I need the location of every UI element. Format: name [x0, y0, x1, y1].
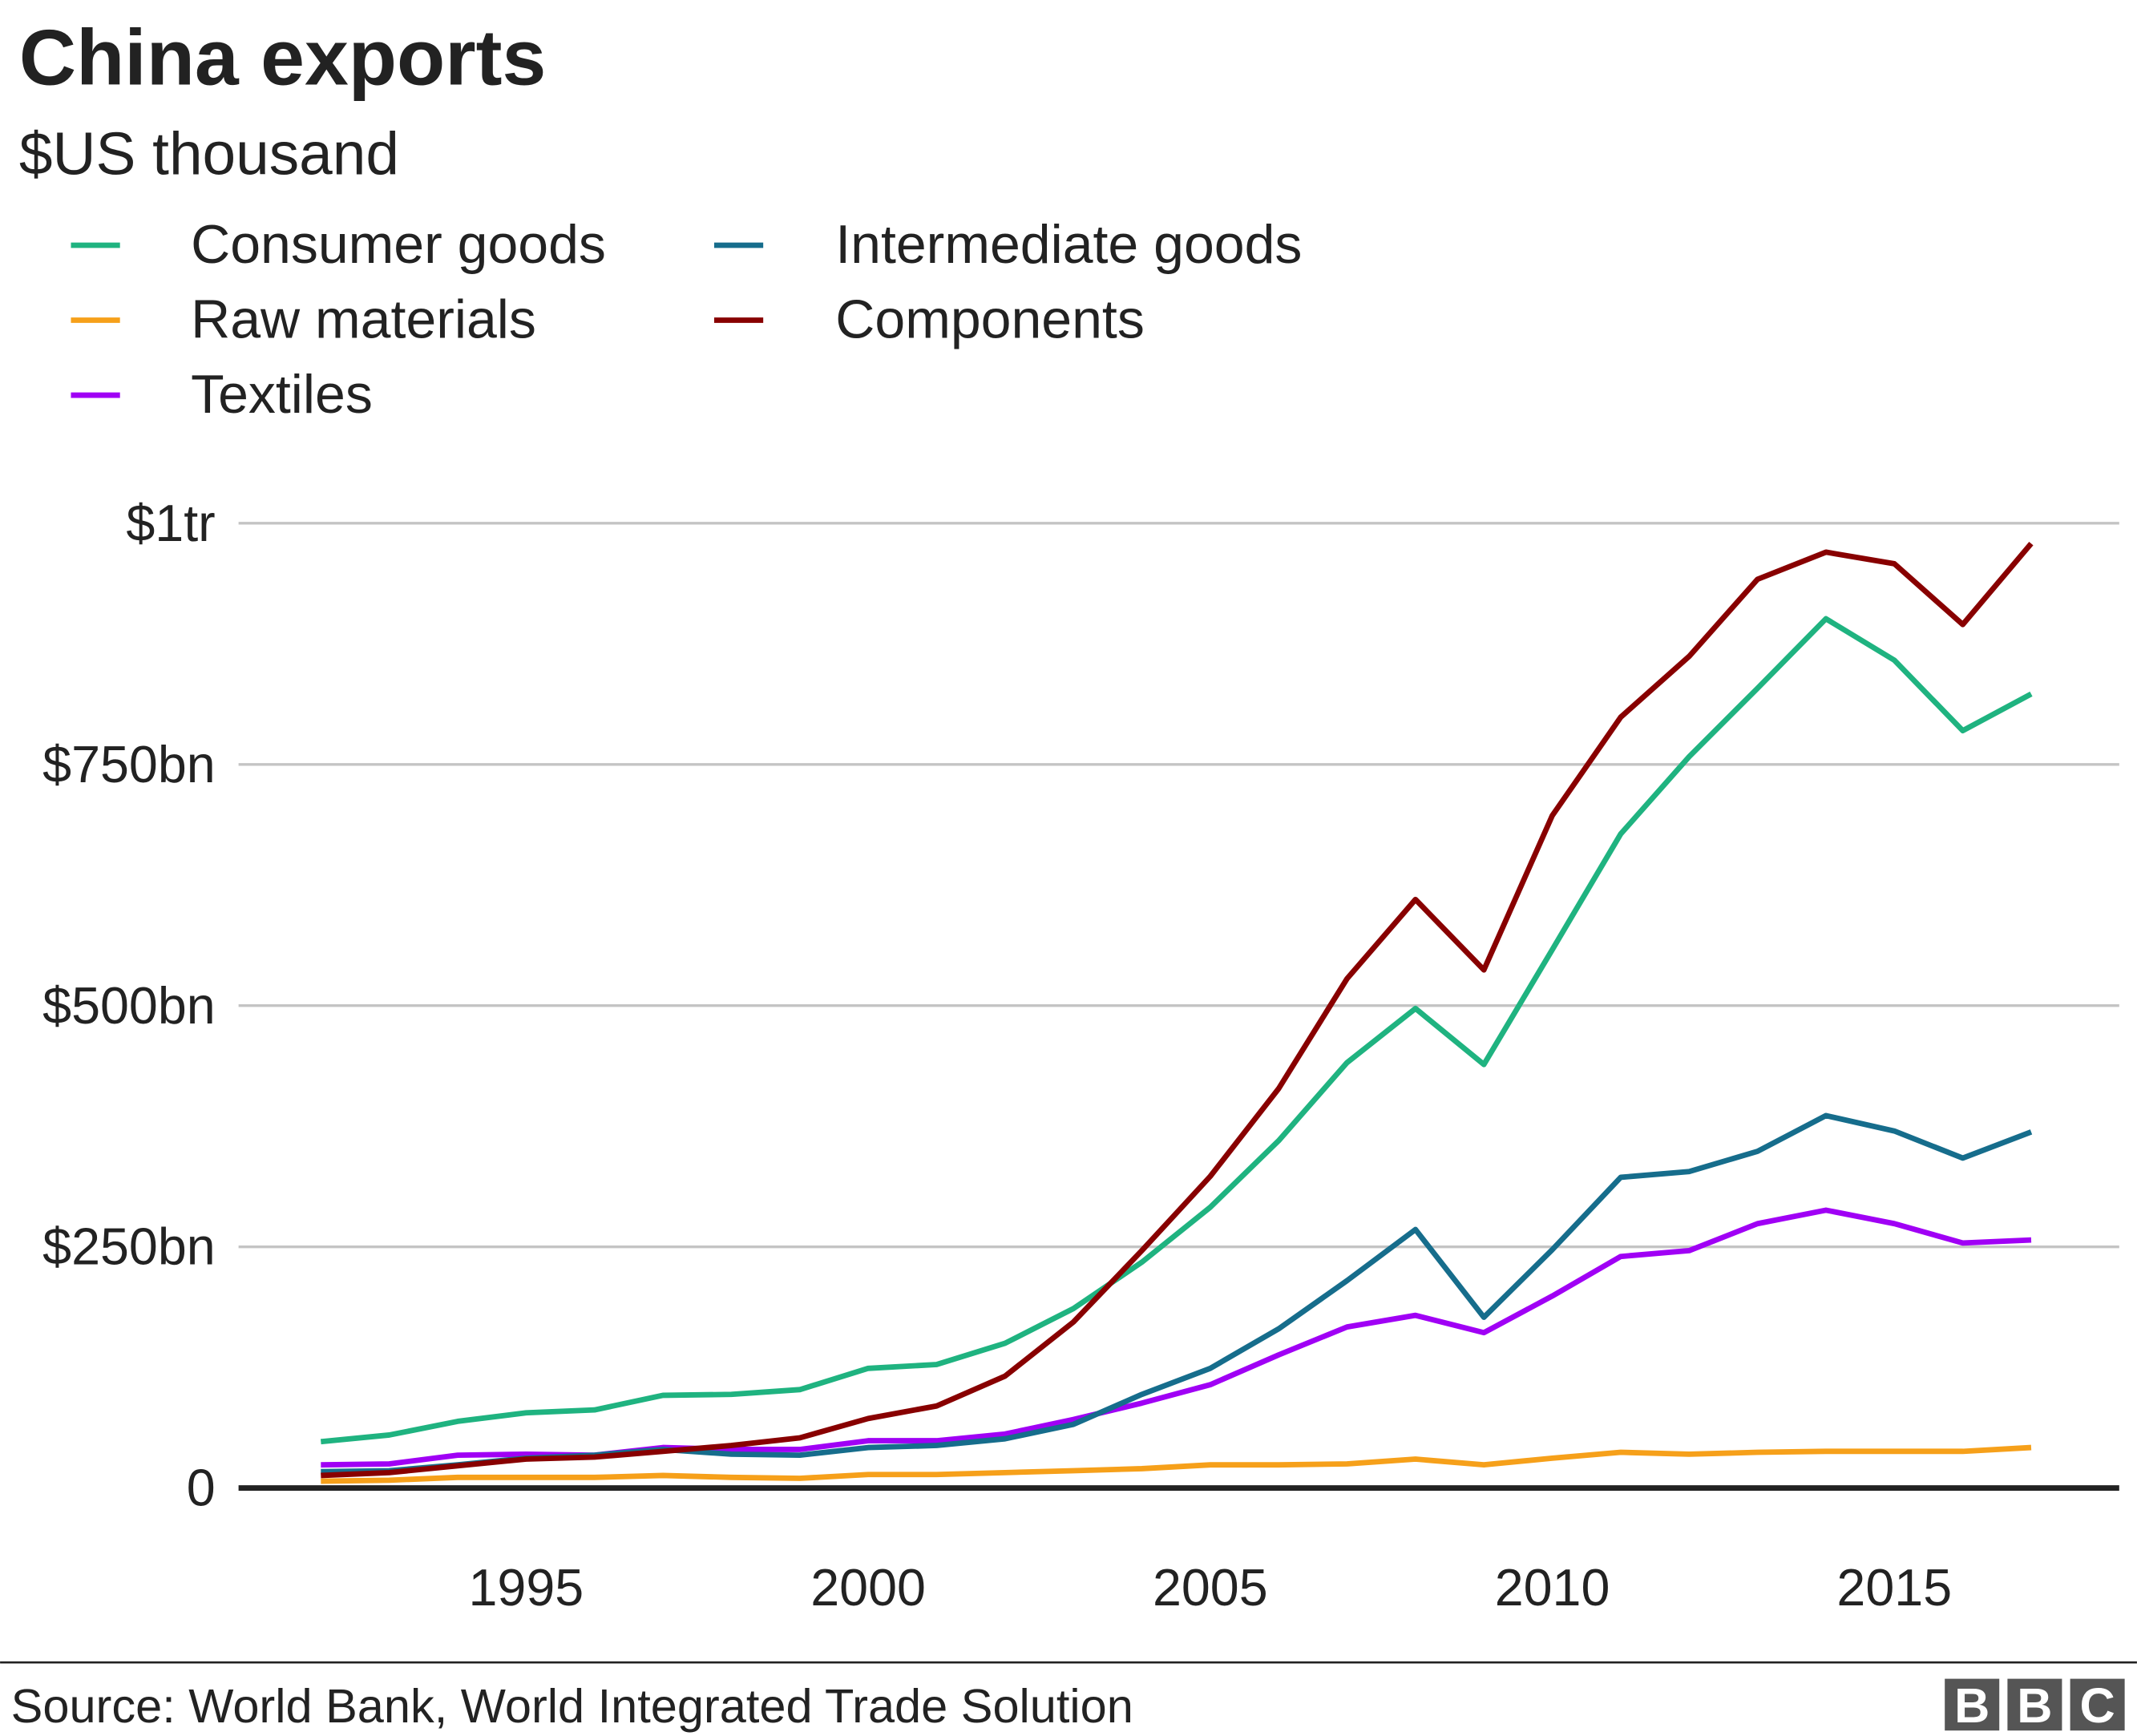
logo-letter: B — [2017, 1678, 2052, 1733]
legend-label: Raw materials — [191, 289, 536, 350]
legend-label: Intermediate goods — [835, 214, 1302, 275]
legend-label: Consumer goods — [191, 214, 606, 275]
series-lines — [320, 541, 2034, 1484]
x-tick-label: 2000 — [810, 1559, 926, 1617]
y-tick-label: $750bn — [42, 736, 216, 793]
x-tick-label: 2015 — [1836, 1559, 1952, 1617]
series-line-components — [321, 541, 2034, 1479]
legend-label: Textiles — [191, 364, 373, 425]
y-tick-label: $1tr — [126, 495, 215, 552]
logo-block — [1945, 1678, 2000, 1731]
series-line-consumer-goods — [320, 616, 2033, 1445]
series-line-intermediate-goods — [321, 1112, 2033, 1475]
logo-block — [2007, 1678, 2062, 1731]
logo-letter: B — [1954, 1678, 1990, 1733]
chart-title: China exports — [19, 13, 546, 101]
series-line-raw-materials — [321, 1444, 2032, 1484]
x-tick-label: 1995 — [468, 1559, 584, 1617]
bbc-logo: B B C — [1945, 1678, 2125, 1733]
logo-block — [2070, 1678, 2125, 1731]
series-line-textiles — [321, 1207, 2032, 1468]
x-tick-label: 2005 — [1153, 1559, 1268, 1617]
grid — [238, 522, 2119, 1249]
y-tick-label: 0 — [187, 1459, 216, 1517]
legend-label: Components — [835, 289, 1145, 350]
chart-subtitle: $US thousand — [19, 120, 399, 188]
legend: Consumer goods Raw materials Textiles Inter… — [71, 214, 1302, 425]
axes: 0 $250bn $500bn $750bn $1tr 1995 2000 2005 2010 2… — [42, 495, 2119, 1617]
source-text: Source: World Bank, World Integrated Tra… — [11, 1679, 1133, 1733]
y-tick-label: $500bn — [42, 977, 216, 1035]
y-tick-label: $250bn — [42, 1218, 216, 1276]
x-tick-label: 2010 — [1495, 1559, 1610, 1617]
logo-letter: C — [2080, 1678, 2115, 1733]
